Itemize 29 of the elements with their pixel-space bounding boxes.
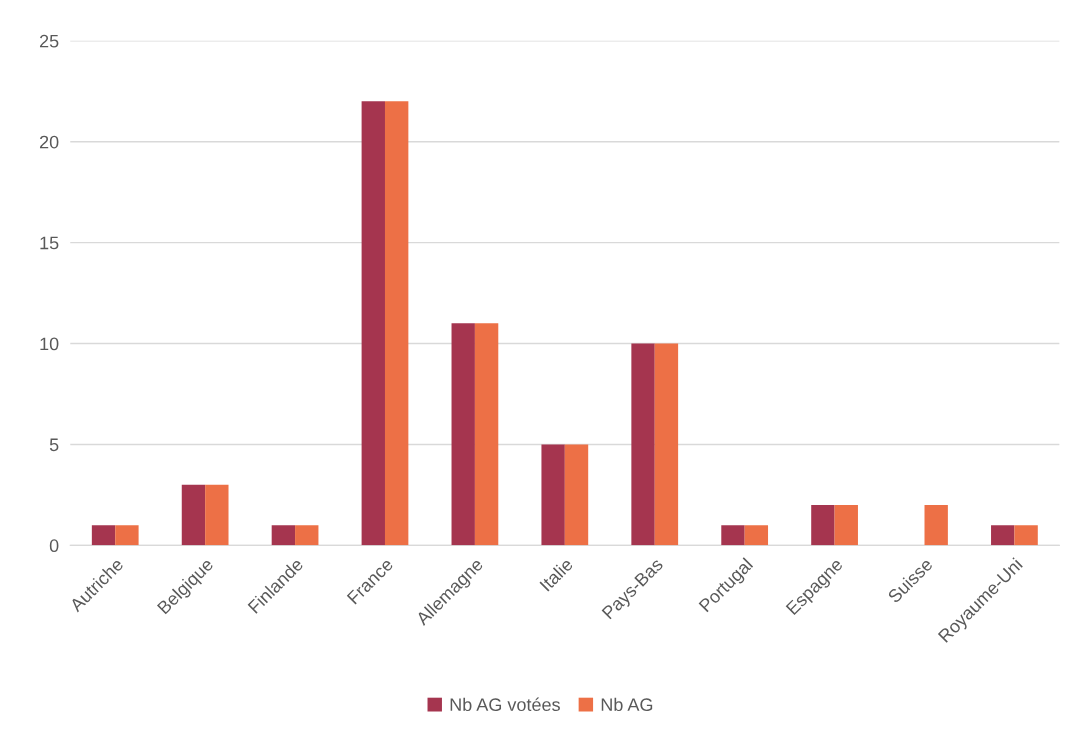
bar — [564, 444, 589, 546]
legend-label: Nb AG votées — [450, 697, 560, 712]
bar — [91, 525, 116, 546]
bar — [361, 101, 385, 546]
bar — [924, 505, 948, 546]
y-tick-label: 20 — [39, 135, 59, 149]
bar — [384, 101, 409, 546]
bar — [744, 525, 769, 546]
bar — [271, 525, 296, 546]
bar — [541, 444, 565, 546]
y-tick-label: 10 — [40, 337, 59, 351]
y-tick-label: 25 — [39, 34, 59, 48]
bar — [834, 505, 858, 546]
bar — [115, 525, 139, 546]
bar — [205, 484, 229, 546]
bar — [474, 323, 499, 546]
legend-label: Nb AG — [601, 697, 653, 712]
bar — [811, 505, 835, 546]
bar — [654, 343, 679, 546]
bar — [451, 323, 475, 546]
bar — [295, 525, 319, 546]
bar — [1014, 525, 1038, 546]
bar — [631, 343, 655, 546]
bar — [991, 525, 1015, 546]
y-tick-label: 5 — [49, 438, 59, 452]
bar — [721, 525, 745, 546]
bar — [181, 484, 206, 546]
y-tick-label: 15 — [40, 236, 59, 250]
y-tick-label: 0 — [49, 539, 59, 553]
